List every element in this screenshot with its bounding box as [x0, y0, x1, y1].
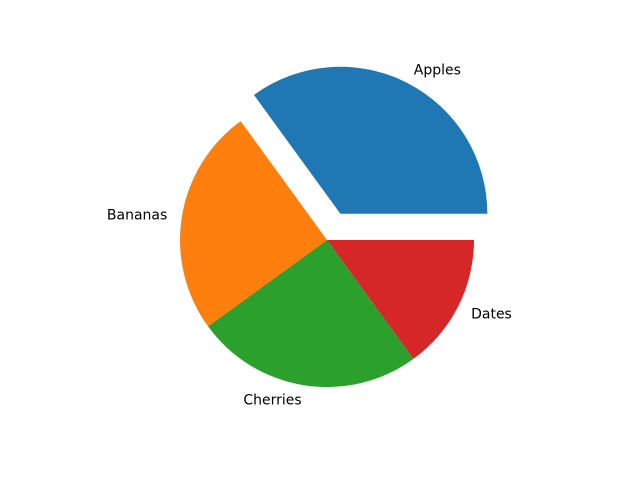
pie-labels: Apples Bananas Cherries Dates — [107, 63, 512, 409]
pie-slice-dates — [327, 240, 474, 359]
pie-slice-bananas — [179, 121, 327, 327]
pie-slice-cherries — [208, 240, 414, 388]
slice-label-cherries: Cherries — [243, 393, 301, 409]
slice-label-bananas: Bananas — [107, 208, 167, 224]
pie-slices — [179, 66, 488, 388]
pie-slice-apples — [253, 66, 488, 214]
slice-label-apples: Apples — [414, 63, 461, 79]
slice-label-dates: Dates — [471, 306, 512, 322]
